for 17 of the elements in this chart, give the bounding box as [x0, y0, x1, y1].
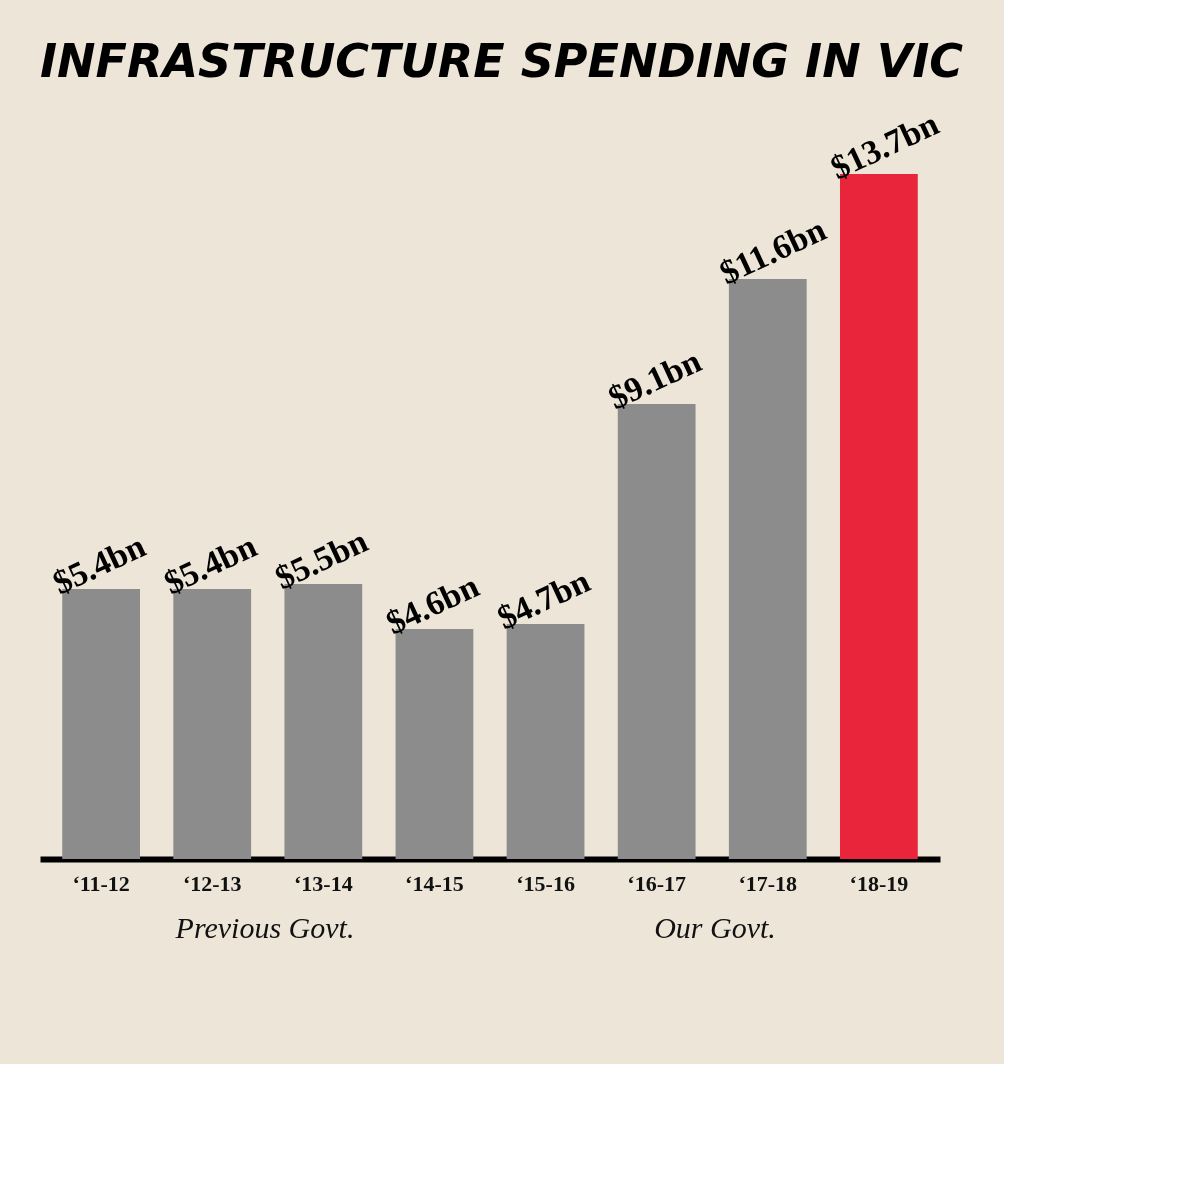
x-tick-label: ‘14-15 [405, 870, 464, 896]
x-tick-label: ‘17-18 [738, 870, 798, 896]
x-tick-label: ‘15-16 [516, 870, 575, 896]
chart-title: INFRASTRUCTURE SPENDING IN VIC [40, 34, 964, 89]
x-tick-label: ‘16-17 [627, 870, 686, 896]
text: Our Govt. [654, 911, 776, 944]
data-label: $4.7bn [491, 561, 596, 637]
data-label: $5.5bn [269, 521, 374, 597]
data-label: $9.1bn [602, 341, 707, 417]
text: Previous Govt. [174, 911, 355, 944]
x-tick-label: ‘12-13 [182, 870, 242, 896]
x-tick-label: ‘18-19 [849, 870, 909, 896]
data-label: $5.4bn [158, 526, 263, 602]
data-label: $5.4bn [47, 526, 152, 602]
x-tick-label: ‘13-14 [294, 870, 353, 896]
x-tick-label: ‘11-12 [72, 870, 130, 896]
data-label: $4.6bn [380, 566, 485, 642]
